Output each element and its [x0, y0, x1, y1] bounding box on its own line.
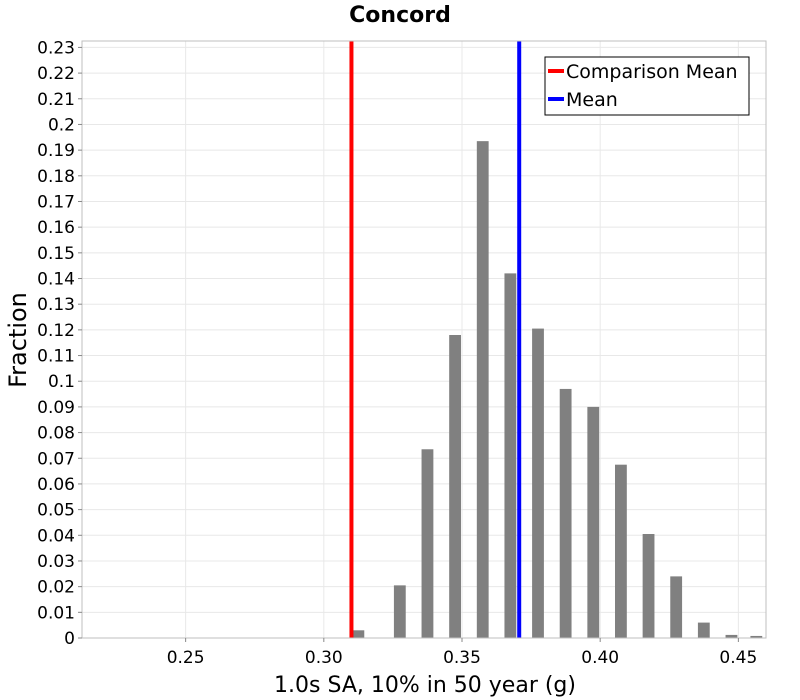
histogram-bar — [504, 273, 517, 638]
histogram-bar — [421, 449, 434, 638]
legend-label-comparison-mean: Comparison Mean — [566, 61, 738, 83]
y-tick-label: 0.23 — [37, 38, 75, 58]
y-tick-label: 0.08 — [37, 424, 75, 444]
y-tick-label: 0.11 — [37, 347, 75, 367]
histogram-bar — [615, 464, 627, 638]
x-tick-label: 0.40 — [581, 648, 619, 668]
y-tick-label: 0.13 — [37, 295, 75, 315]
y-tick-label: 0.04 — [37, 526, 75, 546]
y-tick-label: 0.05 — [37, 501, 75, 521]
histogram-bar — [750, 635, 763, 638]
histogram-bars — [352, 141, 763, 638]
histogram-bar — [559, 388, 572, 638]
x-axis: 0.25 0.30 0.35 0.40 0.45 — [167, 638, 757, 668]
y-tick-label: 0.16 — [37, 218, 75, 238]
x-axis-label: 1.0s SA, 10% in 50 year (g) — [274, 673, 576, 698]
y-tick-label: 0.18 — [37, 167, 75, 187]
y-tick-label: 0.1 — [48, 372, 75, 392]
y-tick-label: 0.03 — [37, 552, 75, 572]
histogram-bar — [393, 585, 406, 638]
reference-lines — [349, 41, 522, 638]
histogram-bar — [642, 534, 655, 638]
y-tick-label: 0.12 — [37, 321, 75, 341]
x-tick-label: 0.45 — [719, 648, 757, 668]
y-tick-label: 0.2 — [48, 115, 75, 135]
y-tick-label: 0.06 — [37, 475, 75, 495]
legend-label-mean: Mean — [566, 89, 618, 111]
histogram-bar — [587, 406, 600, 638]
plot-area-border — [81, 40, 767, 639]
x-tick-label: 0.35 — [443, 648, 481, 668]
y-tick-label: 0.07 — [37, 449, 75, 469]
chart-title: Concord — [349, 3, 451, 28]
x-tick-label: 0.30 — [305, 648, 343, 668]
y-tick-label: 0.19 — [37, 141, 75, 161]
y-axis: 0 0.01 0.02 0.03 0.04 0.05 0.06 0.07 0.08 0.09 0.1… — [37, 38, 82, 649]
y-tick-label: 0.09 — [37, 398, 75, 418]
histogram-bar — [532, 328, 544, 638]
y-tick-label: 0 — [64, 629, 75, 649]
y-tick-label: 0.22 — [37, 64, 75, 84]
histogram-bar — [725, 634, 738, 638]
y-tick-label: 0.15 — [37, 244, 75, 264]
legend: Comparison Mean Mean — [544, 56, 750, 116]
histogram-bar — [449, 335, 461, 638]
x-tick-label: 0.25 — [167, 648, 205, 668]
legend-box — [544, 56, 750, 116]
histogram-bar — [476, 141, 489, 638]
y-tick-label: 0.21 — [37, 90, 75, 110]
y-tick-label: 0.01 — [37, 603, 75, 623]
histogram-bar — [697, 622, 710, 638]
y-tick-label: 0.17 — [37, 192, 75, 212]
histogram-bar — [352, 630, 365, 638]
histogram-bar — [670, 576, 683, 638]
y-tick-label: 0.02 — [37, 578, 75, 598]
y-tick-label: 0.14 — [37, 270, 75, 290]
y-axis-label: Fraction — [4, 292, 32, 388]
